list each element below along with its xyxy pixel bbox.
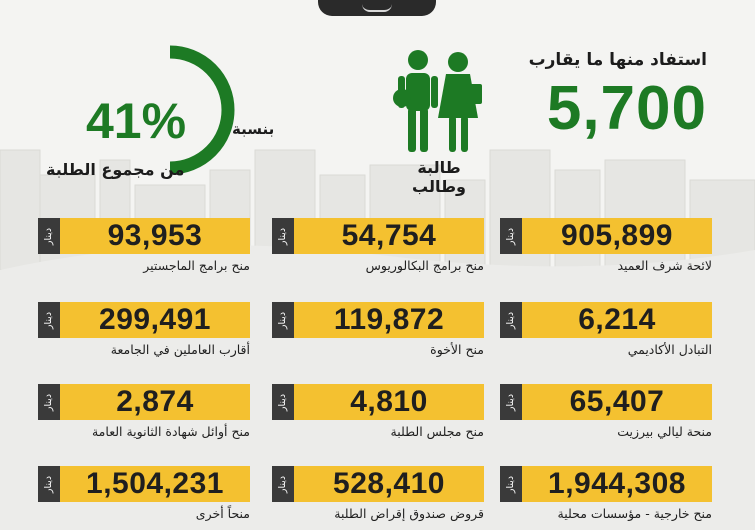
currency-badge: دينار [500, 302, 522, 338]
scholarship-amount: 6,214 [578, 303, 656, 336]
scholarship-caption: منحاً أخرى [195, 506, 250, 521]
scholarship-card: دينار 119,872 منح الأخوة [272, 302, 484, 364]
students-icon [393, 50, 482, 152]
scholarship-caption: منح أوائل شهادة الثانوية العامة [91, 424, 250, 439]
scholarship-amount: 65,407 [569, 385, 665, 418]
scholarship-amount: 299,491 [99, 303, 211, 336]
currency-badge: دينار [500, 218, 522, 254]
scholarship-caption: التبادل الأكاديمي [627, 342, 712, 357]
ratio-suffix: من مجموع الطلبة [46, 160, 185, 179]
scholarship-caption: منح مجلس الطلبة [390, 424, 484, 439]
currency-badge: دينار [272, 302, 294, 338]
currency-badge: دينار [272, 466, 294, 502]
scholarship-amount: 4,810 [350, 385, 428, 418]
currency-badge: دينار [272, 218, 294, 254]
scholarship-amount: 1,504,231 [86, 467, 224, 500]
scholarship-amount: 528,410 [333, 467, 445, 500]
scholarship-card: دينار 905,899 لائحة شرف العميد [500, 218, 712, 280]
currency-badge: دينار [38, 384, 60, 420]
scholarship-caption: منح برامج الماجستير [143, 258, 250, 273]
ratio-percentage: 41% [86, 93, 187, 149]
beneficiaries-intro: استفاد منها ما يقارب [528, 50, 707, 70]
currency-badge: دينار [500, 466, 522, 502]
currency-badge: دينار [272, 384, 294, 420]
currency-badge: دينار [38, 466, 60, 502]
scholarship-caption: قروض صندوق إقراض الطلبة [334, 506, 484, 521]
scholarship-card: دينار 54,754 منح برامج البكالوريوس [272, 218, 484, 280]
scholarship-card: دينار 1,944,308 منح خارجية - مؤسسات محلي… [500, 466, 712, 528]
beneficiaries-count: 5,700 [546, 74, 707, 143]
scholarship-card: دينار 4,810 منح مجلس الطلبة [272, 384, 484, 446]
scholarship-card: دينار 2,874 منح أوائل شهادة الثانوية الع… [38, 384, 250, 446]
scholarship-card: دينار 6,214 التبادل الأكاديمي [500, 302, 712, 364]
currency-badge: دينار [38, 218, 60, 254]
scholarship-caption: منح الأخوة [430, 342, 484, 357]
top-decorative-tab [318, 0, 436, 16]
scholarship-amount: 905,899 [561, 219, 673, 252]
scholarship-amount: 1,944,308 [548, 467, 686, 500]
scholarship-card: دينار 299,491 أقارب العاملين في الجامعة [38, 302, 250, 364]
scholarship-card: دينار 1,504,231 منحاً أخرى [38, 466, 250, 528]
scholarship-caption: منحة ليالي بيرزيت [617, 424, 712, 439]
scholarship-caption: أقارب العاملين في الجامعة [110, 342, 250, 357]
scholarship-amount: 119,872 [333, 303, 445, 336]
ratio-prefix: بنسبة [232, 120, 275, 138]
currency-badge: دينار [500, 384, 522, 420]
ratio-progress-arc [169, 45, 235, 175]
scholarship-amount: 54,754 [341, 219, 437, 252]
scholarship-caption: لائحة شرف العميد [617, 258, 712, 273]
scholarship-card: دينار 528,410 قروض صندوق إقراض الطلبة [272, 466, 484, 528]
scholarship-card: دينار 93,953 منح برامج الماجستير [38, 218, 250, 280]
currency-badge: دينار [38, 302, 60, 338]
scholarship-amount: 2,874 [116, 385, 194, 418]
scholarship-caption: منح برامج البكالوريوس [365, 258, 484, 273]
scholarship-amount: 93,953 [107, 219, 203, 252]
scholarship-caption: منح خارجية - مؤسسات محلية [557, 506, 712, 521]
scholarship-card: دينار 65,407 منحة ليالي بيرزيت [500, 384, 712, 446]
students-label: طالبة وطالب [412, 158, 466, 196]
